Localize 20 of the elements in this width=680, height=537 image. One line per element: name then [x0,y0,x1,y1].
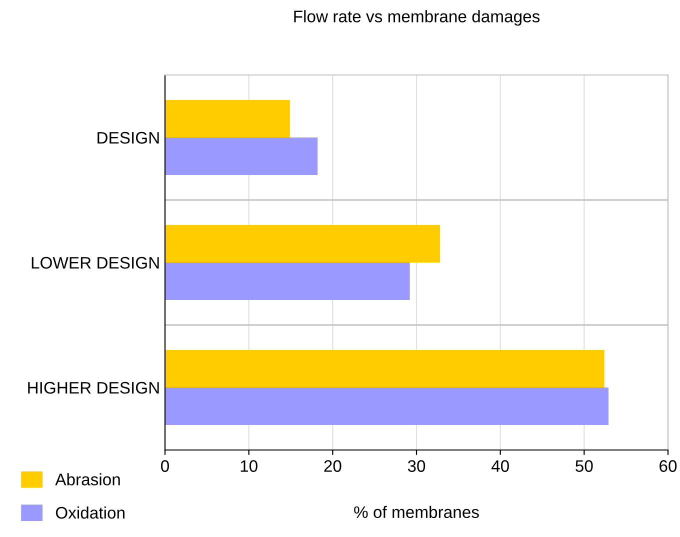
bar [165,225,440,262]
x-tick-label: 0 [161,460,169,472]
y-tick-label: LOWER DESIGN [32,256,159,269]
x-tick-label: 20 [324,460,342,472]
chart-title: Flow rate vs membrane damages [294,10,540,26]
x-tick-label: 40 [491,460,509,472]
x-tick-label: 30 [408,460,426,472]
bar [165,388,608,425]
y-tick-label: HIGHER DESIGN [28,382,159,394]
x-tick-label: 10 [240,460,258,472]
bar [165,262,410,300]
y-tick-label: DESIGN [98,132,159,144]
x-axis-title: % of membranes [354,506,479,518]
bar [165,138,318,175]
bar [165,100,290,138]
legend-label: Oxidation [56,506,124,519]
x-tick-label: 60 [660,460,677,472]
legend-label: Abrasion [55,473,120,486]
bar [165,350,604,388]
x-tick-label: 50 [576,460,593,472]
